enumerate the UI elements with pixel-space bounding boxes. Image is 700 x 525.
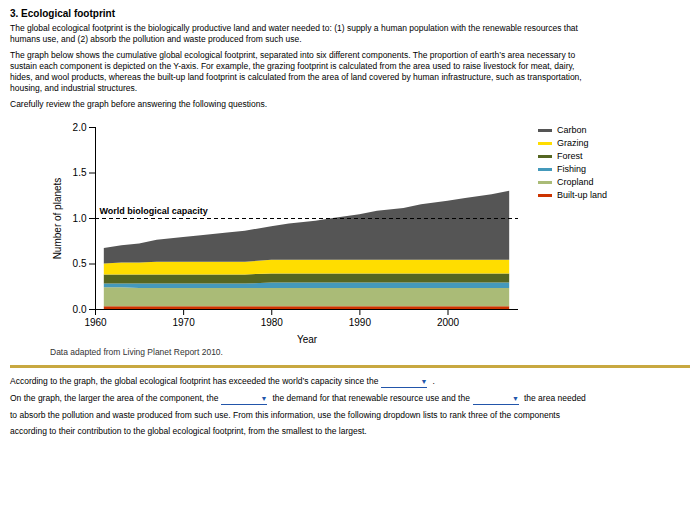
html-text:to absorb the pollution and wa: to absorb the pollution and waste produc… [10,410,560,420]
html-text:Data adapted from Living Plane: Data adapted from Living Planet Report 2… [50,347,223,357]
html-text:according to their contributio: according to their contribution to the g… [10,426,367,436]
svg-text:0.0: 0.0 [73,304,87,315]
svg-text:World biological capacity: World biological capacity [100,206,208,216]
svg-text:2.0: 2.0 [73,122,87,133]
html-text:Grazing: Grazing [557,138,589,148]
html-text:The global ecological footprin: The global ecological footprint is the b… [10,23,578,33]
html-text:sustain each component is depi: sustain each component is depicted on th… [10,61,575,71]
html-text:On the graph, the larger the a: On the graph, the larger the area of the… [10,393,219,403]
html-text:housing, and industrial struct: housing, and industrial structures. [10,83,138,93]
html-text:3. Ecological footprint: 3. Ecological footprint [10,8,115,19]
svg-text:1990: 1990 [349,317,372,328]
html-text:Built-up land: Built-up land [557,190,607,200]
svg-text:0.5: 0.5 [73,258,87,269]
html-text:hides, and wool products, wher: hides, and wool products, whereas the ​b… [10,72,582,82]
svg-text:Year: Year [297,334,318,345]
svg-text:Number of planets: Number of planets [52,178,63,260]
html-text:the area needed: the area needed [523,393,586,403]
html-text:The graph below shows the cumu: The graph below shows the cumulative glo… [10,50,576,60]
svg-text:1980: 1980 [261,317,284,328]
html-text:According to the graph, the gl: According to the graph, the global ecolo… [10,376,379,386]
html-text:humans use, and (2) absorb the: humans use, and (2) absorb the pollution… [10,34,302,44]
html-text:Carefully review the graph bef: Carefully review the graph before answer… [10,99,267,109]
svg-text:1.5: 1.5 [73,167,87,178]
html-text:Carbon: Carbon [557,125,587,135]
svg-text:1960: 1960 [84,317,107,328]
svg-text:1970: 1970 [173,317,196,328]
html-text:Fishing: Fishing [557,164,586,174]
html-text:the demand for that renewable: the demand for that renewable resource u… [272,393,470,403]
html-text:Forest: Forest [557,151,583,161]
svg-text:2000: 2000 [437,317,460,328]
html-text:Cropland: Cropland [557,177,594,187]
svg-text:1.0: 1.0 [73,213,87,224]
